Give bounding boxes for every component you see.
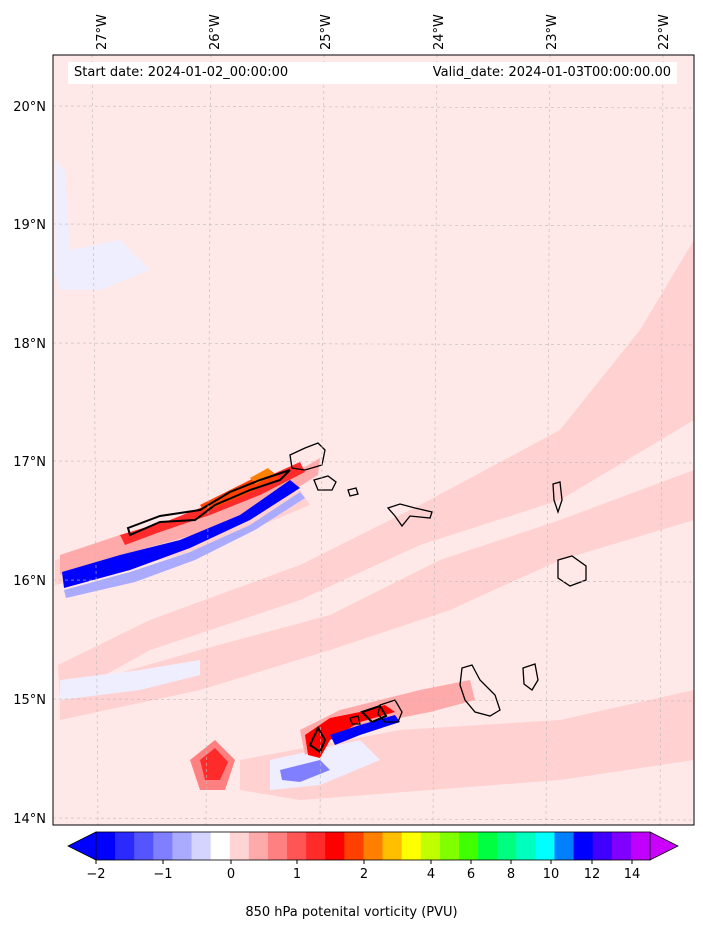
island-brava	[349, 715, 361, 725]
colorbar-segment	[229, 832, 250, 860]
colorbar-segment	[96, 832, 116, 860]
colorbar-segment	[344, 832, 364, 860]
colorbar-segment	[248, 832, 269, 860]
colorbar-segment	[363, 832, 384, 860]
colorbar-segment	[535, 832, 555, 860]
colorbar-extend-max	[649, 831, 679, 861]
colorbar-segment	[516, 832, 536, 860]
colorbar-segment	[478, 832, 498, 860]
valid-date-label: Valid_date: 2024-01-03T00:00:00.00	[432, 65, 671, 80]
island-maio	[522, 663, 539, 691]
colorbar-outline	[95, 831, 651, 861]
colorbar-tick-label: 0	[227, 867, 235, 882]
lat-label: 16°N	[13, 574, 46, 589]
lon-label: 23°W	[545, 14, 560, 50]
colorbar-tick-label: 4	[427, 867, 435, 882]
lat-label: 14°N	[13, 812, 46, 827]
island-sal	[552, 481, 563, 515]
colorbar-segment	[611, 832, 632, 860]
colorbar-tick-label: 14	[624, 867, 641, 882]
colorbar-segment	[630, 832, 651, 860]
lon-label: 25°W	[319, 14, 334, 50]
pv-streak-south	[190, 680, 475, 790]
longitude-labels: 27°W 26°W 25°W 24°W 23°W 22°W	[95, 14, 672, 50]
colorbar-tick-label: 10	[543, 867, 560, 882]
colorbar-segment	[592, 832, 613, 860]
colorbar-segment	[554, 832, 575, 860]
start-date-label: Start date: 2024-01-02_00:00:00	[74, 65, 289, 80]
colorbar-segment	[458, 832, 479, 860]
colorbar-segment	[134, 832, 154, 860]
island-sao-nicolau	[386, 503, 433, 528]
colorbar-segment	[210, 832, 231, 860]
map-frame	[52, 54, 695, 826]
island-santo-antao	[289, 442, 326, 471]
colorbar-segment	[306, 832, 326, 860]
colorbar-ticks: −2 −1 0 1 2 4 6 8 10 12 14	[86, 860, 640, 882]
lat-label: 19°N	[13, 218, 46, 233]
lon-label: 26°W	[208, 14, 223, 50]
lon-label: 22°W	[657, 14, 672, 50]
colorbar-tick-label: 2	[360, 867, 368, 882]
pv-contour-2	[126, 469, 388, 754]
island-santa-luzia	[347, 487, 359, 497]
colorbar-tick-label: 1	[293, 867, 301, 882]
colorbar-tick-label: −1	[153, 867, 172, 882]
colorbar	[67, 831, 679, 861]
colorbar-segment	[267, 832, 288, 860]
lat-label: 20°N	[13, 100, 46, 115]
colorbar-tick-label: 6	[467, 867, 475, 882]
colorbar-segment	[573, 832, 594, 860]
colorbar-segment	[497, 832, 517, 860]
colorbar-segment	[439, 832, 460, 860]
colorbar-segment	[115, 832, 135, 860]
colorbar-segment	[401, 832, 422, 860]
lat-label: 17°N	[13, 455, 46, 470]
colorbar-label: 850 hPa potenital vorticity (PVU)	[245, 905, 458, 920]
lat-label: 15°N	[13, 693, 46, 708]
lat-label: 18°N	[13, 337, 46, 352]
latitude-labels: 20°N 19°N 18°N 17°N 16°N 15°N 14°N	[13, 100, 46, 827]
island-boa-vista	[557, 555, 587, 587]
island-santiago	[459, 664, 501, 717]
colorbar-segment	[325, 832, 345, 860]
colorbar-segment	[420, 832, 441, 860]
coastline-islands	[289, 442, 587, 725]
colorbar-extend-min	[67, 831, 97, 861]
colorbar-tick-label: 8	[507, 867, 515, 882]
lon-label: 27°W	[95, 14, 110, 50]
island-sao-vicente	[313, 475, 337, 491]
colorbar-segment	[191, 832, 212, 860]
lon-label: 24°W	[432, 14, 447, 50]
colorbar-tick-label: −2	[86, 867, 105, 882]
colorbar-segment	[382, 832, 403, 860]
gridlines	[52, 54, 695, 826]
colorbar-tick-label: 12	[584, 867, 601, 882]
colorbar-segment	[172, 832, 193, 860]
colorbar-segment	[287, 832, 307, 860]
date-info-box: Start date: 2024-01-02_00:00:00 Valid_da…	[68, 62, 677, 84]
colorbar-segment	[153, 832, 173, 860]
